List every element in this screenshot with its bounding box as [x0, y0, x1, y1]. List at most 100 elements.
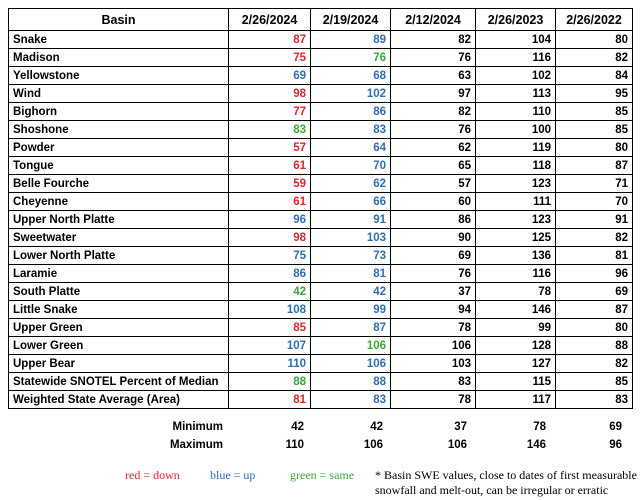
- value-cell: 81: [555, 246, 633, 265]
- header-row: Basin 2/26/2024 2/19/2024 2/12/2024 2/26/202…: [8, 8, 633, 31]
- value-cell: 113: [475, 84, 556, 103]
- basin-cell: Statewide SNOTEL Percent of Median: [8, 372, 229, 391]
- value-cell: 81: [228, 390, 311, 409]
- value-cell: 85: [555, 120, 633, 139]
- table-body: Snake 87 89 82 104 80 Madison 75 76 76 116 82 Yellow…: [8, 30, 633, 409]
- table-row: Laramie 86 81 76 116 96: [8, 264, 633, 283]
- value-cell: 85: [228, 318, 311, 337]
- value-cell: 66: [310, 192, 391, 211]
- basin-cell: Shoshone: [8, 120, 229, 139]
- basin-cell: Upper Bear: [8, 354, 229, 373]
- value-cell: 86: [390, 210, 476, 229]
- value-cell: 99: [310, 300, 391, 319]
- value-cell: 87: [555, 300, 633, 319]
- value-cell: 102: [475, 66, 556, 85]
- value-cell: 69: [390, 246, 476, 265]
- value-cell: 108: [228, 300, 311, 319]
- summary-value: 69: [609, 421, 622, 433]
- value-cell: 62: [310, 174, 391, 193]
- value-cell: 123: [475, 210, 556, 229]
- basin-cell: Upper North Platte: [8, 210, 229, 229]
- value-cell: 90: [390, 228, 476, 247]
- value-cell: 59: [228, 174, 311, 193]
- value-cell: 127: [475, 354, 556, 373]
- value-cell: 102: [310, 84, 391, 103]
- value-cell: 110: [475, 102, 556, 121]
- value-cell: 82: [390, 102, 476, 121]
- summary-value: 146: [526, 439, 546, 451]
- summary-table: Minimum 42 42 37 78 69 Maximum 110 106 106 146 96: [8, 418, 626, 454]
- basin-cell: South Platte: [8, 282, 229, 301]
- value-cell: 76: [390, 120, 476, 139]
- table-row: Belle Fourche 59 62 57 123 71: [8, 174, 633, 193]
- value-cell: 103: [310, 228, 391, 247]
- value-cell: 42: [228, 282, 311, 301]
- value-cell: 119: [475, 138, 556, 157]
- table-row: Snake 87 89 82 104 80: [8, 30, 633, 49]
- table-row: Statewide SNOTEL Percent of Median 88 88 83…: [8, 372, 633, 391]
- table-row: Tongue 61 70 65 118 87: [8, 156, 633, 175]
- basin-cell: Bighorn: [8, 102, 229, 121]
- value-cell: 60: [390, 192, 476, 211]
- value-cell: 37: [390, 282, 476, 301]
- value-cell: 85: [555, 102, 633, 121]
- value-cell: 42: [310, 282, 391, 301]
- summary-value: 106: [447, 439, 467, 451]
- value-cell: 82: [555, 228, 633, 247]
- table-row: Wind 98 102 97 113 95: [8, 84, 633, 103]
- value-cell: 98: [228, 228, 311, 247]
- table-row: Weighted State Average (Area) 81 83 78 117 83: [8, 390, 633, 409]
- value-cell: 123: [475, 174, 556, 193]
- value-cell: 104: [475, 30, 556, 49]
- basin-cell: Upper Green: [8, 318, 229, 337]
- value-cell: 107: [228, 336, 311, 355]
- value-cell: 62: [390, 138, 476, 157]
- value-cell: 69: [228, 66, 311, 85]
- basin-cell: Snake: [8, 30, 229, 49]
- value-cell: 103: [390, 354, 476, 373]
- value-cell: 61: [228, 192, 311, 211]
- table-row: Cheyenne 61 66 60 111 70: [8, 192, 633, 211]
- value-cell: 118: [475, 156, 556, 175]
- table-row: Bighorn 77 86 82 110 85: [8, 102, 633, 121]
- note-line: snowfall and melt-out, can be irregular …: [375, 483, 609, 497]
- value-cell: 80: [555, 318, 633, 337]
- table-row: Little Snake 108 99 94 146 87: [8, 300, 633, 319]
- basin-cell: Belle Fourche: [8, 174, 229, 193]
- value-cell: 71: [555, 174, 633, 193]
- value-cell: 80: [555, 30, 633, 49]
- value-cell: 116: [475, 264, 556, 283]
- legend-entry: blue = up: [210, 468, 256, 482]
- summary-value: 78: [533, 421, 546, 433]
- data-table: Basin 2/26/2024 2/19/2024 2/12/2024 2/26/202…: [8, 8, 633, 409]
- value-cell: 97: [390, 84, 476, 103]
- value-cell: 128: [475, 336, 556, 355]
- value-cell: 96: [555, 264, 633, 283]
- value-cell: 78: [390, 390, 476, 409]
- value-cell: 100: [475, 120, 556, 139]
- note-line: * Basin SWE values, close to dates of fi…: [375, 468, 637, 482]
- value-cell: 84: [555, 66, 633, 85]
- summary-row: Minimum 42 42 37 78 69: [8, 418, 626, 436]
- value-cell: 77: [228, 102, 311, 121]
- table-row: Upper North Platte 96 91 86 123 91: [8, 210, 633, 229]
- value-cell: 106: [310, 336, 391, 355]
- value-cell: 117: [475, 390, 556, 409]
- value-cell: 86: [228, 264, 311, 283]
- column-header: 2/26/2024: [228, 8, 311, 31]
- legend-entry: red = down: [125, 468, 180, 482]
- value-cell: 63: [390, 66, 476, 85]
- basin-cell: Sweetwater: [8, 228, 229, 247]
- value-cell: 76: [390, 264, 476, 283]
- summary-value: 42: [370, 421, 383, 433]
- value-cell: 75: [228, 246, 311, 265]
- value-cell: 88: [228, 372, 311, 391]
- value-cell: 86: [310, 102, 391, 121]
- value-cell: 115: [475, 372, 556, 391]
- value-cell: 65: [390, 156, 476, 175]
- table-row: Sweetwater 98 103 90 125 82: [8, 228, 633, 247]
- value-cell: 81: [310, 264, 391, 283]
- value-cell: 83: [310, 390, 391, 409]
- table-row: South Platte 42 42 37 78 69: [8, 282, 633, 301]
- value-cell: 85: [555, 372, 633, 391]
